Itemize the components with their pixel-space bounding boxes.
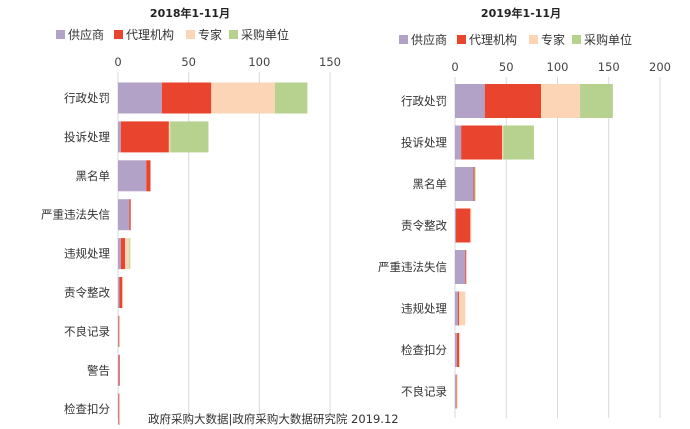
footer-source: 政府采购大数据|政府采购大数据研究院 2019.12	[148, 412, 399, 426]
x-tick-label: 100	[547, 60, 569, 74]
legend-swatch	[399, 35, 408, 44]
legend-swatch	[457, 35, 466, 44]
legend-swatch	[114, 30, 123, 39]
category-label: 不良记录	[401, 385, 447, 399]
bar-segment	[459, 333, 461, 367]
x-tick-label: 0	[451, 60, 458, 74]
bar-segment	[456, 374, 458, 409]
category-label: 投诉处理	[64, 130, 110, 144]
legend-swatch	[529, 35, 538, 44]
category-label: 黑名单	[76, 169, 111, 183]
bar-segment	[455, 291, 459, 326]
bar-segment	[118, 354, 119, 386]
legend-entry: 专家	[198, 27, 222, 42]
x-tick-label: 50	[499, 60, 514, 74]
category-label: 行政处罚	[401, 94, 447, 108]
legend-entry: 专家	[541, 32, 565, 47]
category-label: 违规处理	[64, 247, 110, 261]
bar-segment	[484, 84, 542, 118]
legend-swatch	[572, 35, 581, 44]
category-label: 检查扣分	[401, 343, 447, 357]
category-label: 警告	[87, 363, 110, 377]
category-label: 不良记录	[64, 324, 110, 338]
bar-segment	[119, 315, 121, 347]
bar-segment	[118, 82, 162, 114]
bar-segment	[541, 84, 581, 118]
bar-segment	[118, 238, 121, 270]
bar-segment	[503, 125, 534, 160]
category-label: 严重违法失信	[41, 208, 110, 222]
bar-segment	[455, 208, 457, 243]
bar-segment	[118, 393, 119, 425]
bar-segment	[455, 374, 457, 409]
legend-swatch	[56, 30, 65, 39]
bar-segment	[118, 160, 147, 192]
bar-segment	[129, 238, 131, 270]
legend-entry: 采购单位	[584, 32, 632, 47]
bar-segment	[456, 208, 471, 243]
x-tick-label: 100	[248, 55, 270, 69]
bar-segment	[470, 208, 472, 243]
bar-segment	[461, 125, 503, 160]
bar-segment	[502, 125, 504, 160]
bar-segment	[459, 291, 466, 326]
category-label: 投诉处理	[401, 136, 447, 150]
bar-segment	[474, 167, 476, 201]
legend-entry: 采购单位	[241, 27, 289, 42]
legend-swatch	[229, 30, 238, 39]
x-tick-label: 150	[319, 55, 341, 69]
bar-segment	[455, 333, 458, 367]
bar-segment	[118, 121, 121, 153]
bar-segment	[455, 84, 485, 118]
category-label: 责令整改	[64, 286, 110, 300]
x-tick-label: 200	[649, 60, 671, 74]
legend-swatch	[186, 30, 195, 39]
bar-segment	[118, 354, 120, 386]
bar-segment	[455, 250, 466, 284]
bar-segment	[473, 167, 475, 201]
bar-segment	[458, 291, 460, 326]
bar-segment	[118, 277, 120, 308]
bar-segment	[274, 82, 308, 114]
bar-segment	[580, 84, 613, 118]
bar-segment	[455, 167, 474, 201]
bar-segment	[122, 277, 124, 308]
legend-entry: 供应商	[411, 32, 447, 47]
bar-segment	[168, 121, 171, 153]
bar-segment	[125, 238, 130, 270]
category-label: 黑名单	[413, 177, 448, 191]
x-tick-label: 50	[181, 55, 196, 69]
category-label: 行政处罚	[64, 91, 110, 105]
bar-segment	[118, 199, 130, 231]
bar-segment	[120, 121, 169, 153]
bar-segment	[456, 374, 458, 409]
chart-title: 2018年1-11月	[150, 6, 230, 20]
category-label: 违规处理	[401, 302, 447, 316]
bar-segment	[457, 333, 460, 367]
bar-segment	[119, 393, 121, 425]
category-label: 严重违法失信	[378, 260, 447, 274]
x-tick-label: 150	[598, 60, 620, 74]
bar-segment	[119, 277, 123, 308]
bar-segment	[455, 125, 462, 160]
bar-segment	[120, 238, 126, 270]
bar-segment	[118, 315, 119, 347]
legend-entry: 代理机构	[126, 27, 174, 42]
x-tick-label: 0	[114, 55, 121, 69]
bar-segment	[129, 199, 131, 231]
bar-segment	[146, 160, 151, 192]
bar-segment	[170, 121, 209, 153]
chart-title: 2019年1-11月	[481, 6, 561, 20]
bar-segment	[161, 82, 212, 114]
category-label: 检查扣分	[64, 402, 110, 416]
legend-entry: 供应商	[68, 27, 104, 42]
legend-entry: 代理机构	[469, 32, 517, 47]
category-label: 责令整改	[401, 219, 447, 233]
bar-segment	[465, 250, 467, 284]
bar-segment	[211, 82, 275, 114]
